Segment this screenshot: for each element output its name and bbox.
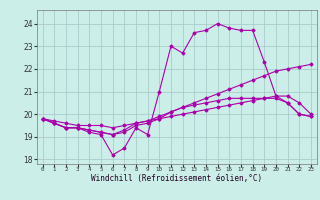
X-axis label: Windchill (Refroidissement éolien,°C): Windchill (Refroidissement éolien,°C) xyxy=(91,174,262,183)
